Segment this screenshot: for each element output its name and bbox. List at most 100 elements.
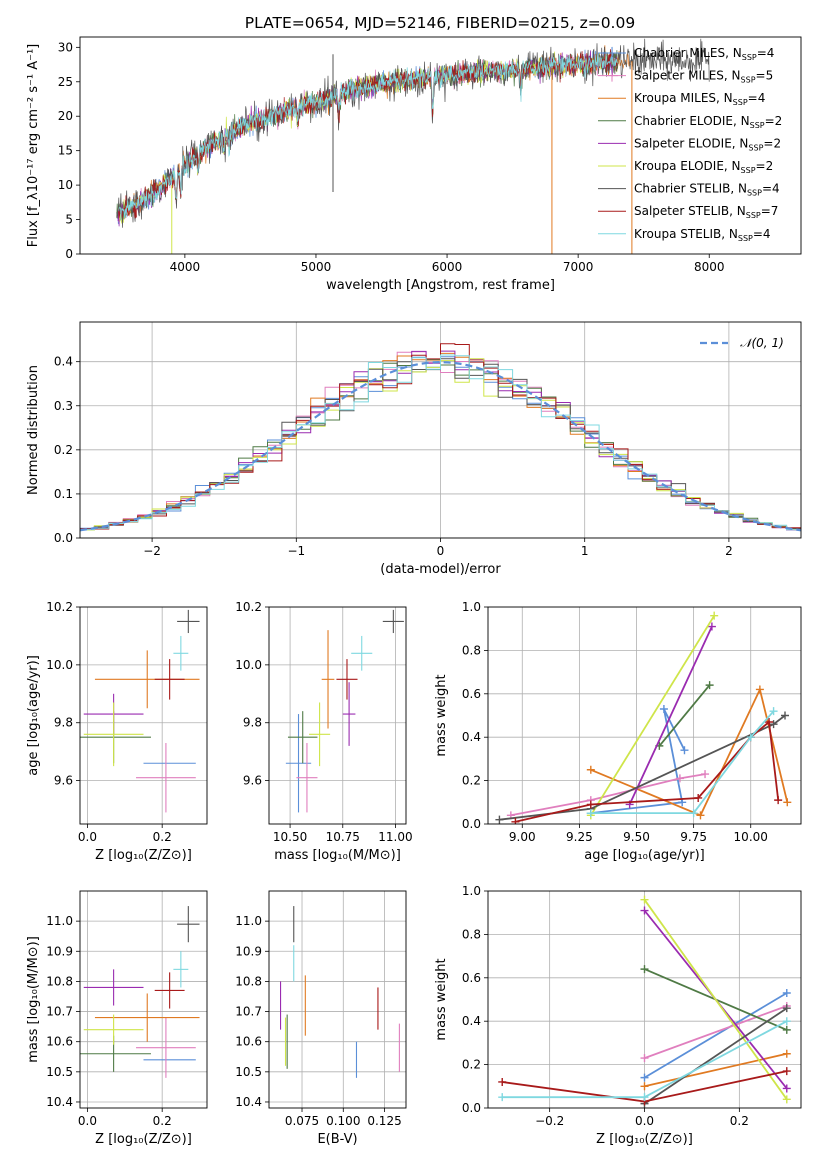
plot-area — [66, 322, 816, 538]
series-salpeter_stelib — [511, 718, 782, 826]
legend-label-sub: SSP — [738, 234, 753, 243]
errorbar-salpeter_elodie — [84, 969, 144, 1005]
x-axis-label: mass [log₁₀(M/M⊙)] — [274, 848, 401, 863]
x-tick-label: 0.075 — [285, 1114, 319, 1128]
series-line — [591, 690, 788, 816]
panel-residuals: −2 −1 0 1 20.00.10.20.30.4(data-model)/error… — [26, 322, 815, 577]
figure: PLATE=0654, MJD=52146, FIBERID=0215, z=0… — [0, 0, 819, 1170]
legend-label-suffix: =5 — [756, 69, 774, 83]
panel-age_vs_Z: 0.0 0.2 9.6 9.8 10.0 10.2 Z [log₁₀(Z/Z⊙)] age [… — [26, 600, 207, 863]
x-tick-label: 0.125 — [367, 1114, 401, 1128]
y-tick-label: 0.2 — [462, 1058, 481, 1072]
y-tick-label: 10.7 — [46, 1005, 73, 1019]
y-tick-label: 0.2 — [54, 443, 73, 457]
y-tick-label: 0.4 — [462, 1014, 481, 1028]
plot-area — [269, 607, 406, 824]
y-tick-label: 0.6 — [462, 687, 481, 701]
legend-label-text: Salpeter MILES, N — [634, 69, 741, 83]
y-tick-label: 1.0 — [462, 884, 481, 898]
legend: Chabrier MILES, NSSP=4Salpeter MILES, NS… — [598, 46, 782, 243]
x-axis-label: Z [log₁₀(Z/Z⊙)] — [95, 1132, 192, 1147]
spectrum-lines — [117, 39, 710, 254]
legend-label-suffix: =2 — [763, 136, 781, 150]
x-axis-label: wavelength [Angstrom, rest frame] — [326, 278, 555, 293]
legend-label: Salpeter MILES, NSSP=5 — [634, 69, 773, 85]
series-chabrier_stelib — [641, 1004, 791, 1107]
x-tick-label: 10.50 — [273, 830, 307, 844]
legend-label: Chabrier STELIB, NSSP=4 — [634, 182, 780, 198]
legend-label-text: Salpeter ELODIE, N — [634, 136, 748, 150]
plot-area — [488, 891, 801, 1108]
y-tick-label: 1.0 — [462, 600, 481, 614]
legend-label-text: Kroupa STELIB, N — [634, 227, 738, 241]
x-tick-label: 9.00 — [509, 830, 536, 844]
legend-label: Salpeter ELODIE, NSSP=2 — [634, 136, 781, 152]
errorbars — [76, 610, 199, 813]
y-tick-label: 10.7 — [235, 1005, 262, 1019]
plot-area — [488, 607, 801, 826]
y-tick-label: 0.4 — [462, 730, 481, 744]
legend-entry: Salpeter MILES, NSSP=5 — [598, 69, 773, 85]
legend-label-sub: SSP — [741, 166, 756, 175]
y-tick-label: 20 — [58, 109, 73, 123]
errorbar-kroupa_miles — [322, 630, 335, 728]
errorbar-salpeter_elodie — [343, 682, 356, 746]
legend-entry: Kroupa MILES, NSSP=4 — [598, 91, 765, 107]
legend-label-sub: SSP — [733, 98, 748, 107]
x-tick-label: 10.00 — [734, 830, 768, 844]
errorbar-salpeter_stelib — [155, 972, 185, 1008]
legend-label-suffix: =7 — [761, 204, 779, 218]
series-point — [587, 766, 595, 774]
axes-frame — [80, 607, 207, 824]
errorbars — [76, 906, 199, 1078]
legend-label: Kroupa STELIB, NSSP=4 — [634, 227, 771, 243]
series-point — [783, 989, 791, 997]
y-tick-label: 0.0 — [462, 1101, 481, 1115]
x-tick-label: 2 — [725, 544, 733, 558]
y-tick-label: 0.1 — [54, 487, 73, 501]
y-tick-label: 10.9 — [46, 944, 73, 958]
y-tick-label: 10.9 — [235, 944, 262, 958]
x-axis-label: Z [log₁₀(Z/Z⊙)] — [596, 1132, 693, 1147]
x-tick-label: 7000 — [563, 260, 594, 274]
legend-entry: Salpeter ELODIE, NSSP=2 — [598, 136, 781, 152]
legend-label: 𝒩(0, 1) — [740, 336, 784, 350]
errorbar-kroupa_stelib — [173, 951, 188, 987]
y-axis-label: mass [log₁₀(M/M⊙)] — [26, 936, 41, 1063]
errorbar-kroupa_stelib — [173, 636, 188, 671]
y-tick-label: 9.8 — [243, 716, 262, 730]
y-tick-label: 10.2 — [46, 600, 73, 614]
legend-label: Chabrier MILES, NSSP=4 — [634, 46, 774, 62]
series-point — [783, 798, 791, 806]
legend-label: Chabrier ELODIE, NSSP=2 — [634, 114, 782, 130]
series-point — [495, 816, 503, 824]
legend-label: Salpeter STELIB, NSSP=7 — [634, 204, 778, 220]
errorbar-kroupa_elodie — [309, 702, 330, 766]
x-tick-label: 0.2 — [153, 1114, 172, 1128]
legend-label: Kroupa MILES, NSSP=4 — [634, 91, 765, 107]
legend-label-sub: SSP — [741, 76, 756, 85]
errorbar-chabrier_elodie — [288, 711, 318, 763]
errorbar-salpeter_miles — [136, 743, 196, 812]
plot-area — [117, 39, 710, 254]
legend-label-text: Chabrier MILES, N — [634, 46, 742, 60]
axes-frame — [269, 891, 406, 1108]
y-tick-label: 10.8 — [46, 974, 73, 988]
x-axis-label: Z [log₁₀(Z/Z⊙)] — [95, 848, 192, 863]
legend-label-sub: SSP — [746, 211, 761, 220]
legend-label-text: Chabrier STELIB, N — [634, 182, 747, 196]
grid — [269, 891, 406, 1108]
errorbar-kroupa_elodie — [84, 702, 144, 766]
series-line — [630, 627, 712, 805]
x-tick-label: 11.00 — [378, 830, 412, 844]
series-chabrier_miles — [641, 989, 791, 1082]
series-point — [696, 811, 704, 819]
y-tick-label: 10.2 — [235, 600, 262, 614]
y-tick-label: 0.4 — [54, 355, 73, 369]
series-kroupa_elodie — [641, 896, 791, 1104]
errorbar-kroupa_miles — [95, 993, 200, 1041]
series-point — [783, 1017, 791, 1025]
axes-frame — [269, 607, 406, 824]
x-tick-label: 0 — [437, 544, 445, 558]
y-tick-label: 15 — [58, 144, 73, 158]
